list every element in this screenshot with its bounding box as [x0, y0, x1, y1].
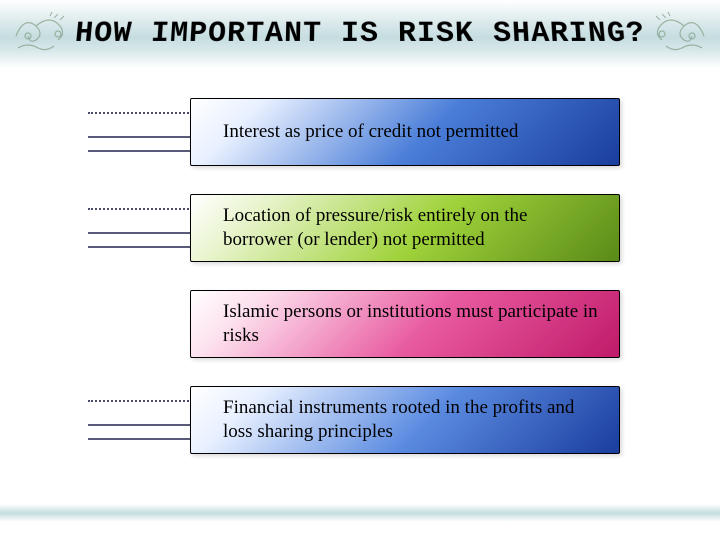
swirl-left-icon: [6, 6, 76, 62]
footer-bar: [0, 504, 720, 522]
bullet-row: Location of pressure/risk entirely on th…: [0, 194, 720, 268]
info-box-text: Location of pressure/risk entirely on th…: [223, 204, 599, 252]
info-box: Location of pressure/risk entirely on th…: [190, 194, 620, 262]
bullet-row: Financial instruments rooted in the prof…: [0, 386, 720, 460]
content-area: Interest as price of credit not permitte…: [0, 68, 720, 460]
title-bar: HOW IMPORTANT IS RISK SHARING?: [0, 0, 720, 68]
info-box-text: Islamic persons or institutions must par…: [223, 300, 599, 348]
bullet-row: Islamic persons or institutions must par…: [0, 290, 720, 364]
swirl-right-icon: [644, 6, 714, 62]
info-box: Interest as price of credit not permitte…: [190, 98, 620, 166]
info-box: Financial instruments rooted in the prof…: [190, 386, 620, 454]
info-box-text: Financial instruments rooted in the prof…: [223, 396, 599, 444]
bullet-row: Interest as price of credit not permitte…: [0, 98, 720, 172]
info-box-text: Interest as price of credit not permitte…: [223, 120, 518, 144]
info-box: Islamic persons or institutions must par…: [190, 290, 620, 358]
page-title: HOW IMPORTANT IS RISK SHARING?: [73, 17, 646, 51]
